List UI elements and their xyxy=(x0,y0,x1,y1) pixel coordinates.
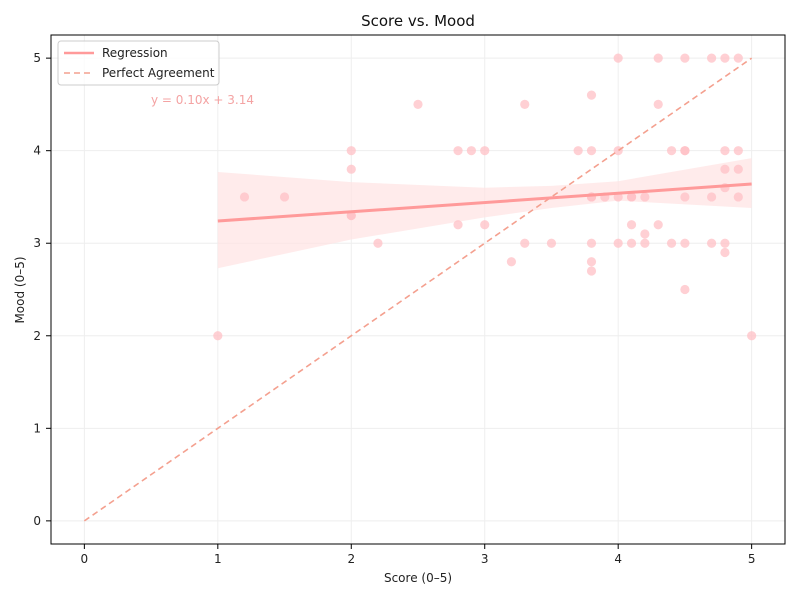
lines xyxy=(83,57,753,522)
confidence-band xyxy=(217,158,752,269)
data-point xyxy=(213,331,223,341)
data-point xyxy=(346,146,356,156)
y-tick-label: 2 xyxy=(33,329,41,343)
data-point xyxy=(707,238,717,248)
data-point xyxy=(546,238,557,248)
data-point xyxy=(613,53,623,63)
y-tick-label: 4 xyxy=(33,144,41,158)
data-point xyxy=(586,90,597,100)
data-point xyxy=(346,164,356,174)
perfect-agreement-line xyxy=(83,57,753,522)
x-tick-label: 3 xyxy=(481,552,489,566)
data-point xyxy=(680,284,690,295)
data-point xyxy=(239,192,250,202)
data-point xyxy=(640,238,650,248)
data-point xyxy=(279,192,290,202)
y-tick-label: 1 xyxy=(33,421,41,435)
legend-regression-label: Regression xyxy=(102,46,168,60)
x-tick-label: 0 xyxy=(81,552,89,566)
data-point xyxy=(453,220,463,230)
plot-frame xyxy=(50,34,786,545)
data-point xyxy=(733,53,743,63)
grid xyxy=(51,35,785,544)
data-point xyxy=(613,146,623,156)
confidence-band-area xyxy=(217,158,752,269)
data-point xyxy=(720,247,730,258)
data-point xyxy=(613,238,623,248)
data-point xyxy=(520,238,530,248)
y-tick-label: 0 xyxy=(33,514,41,528)
data-point xyxy=(586,238,597,248)
data-point xyxy=(640,229,650,239)
data-point xyxy=(466,146,476,156)
data-point xyxy=(680,192,690,202)
data-point xyxy=(626,192,637,202)
axis-ticks: 0 1 2 3 4 5 0 1 2 3 4 5 xyxy=(33,51,755,566)
regression-line xyxy=(217,182,752,223)
data-point xyxy=(733,164,743,174)
y-axis-label: Mood (0–5) xyxy=(13,256,27,323)
data-point xyxy=(653,53,663,63)
data-point xyxy=(653,99,663,110)
data-point xyxy=(747,331,757,341)
data-point xyxy=(480,146,490,156)
data-point xyxy=(653,220,663,230)
data-point xyxy=(720,146,730,156)
data-point xyxy=(573,146,583,156)
data-point xyxy=(520,99,530,110)
data-point xyxy=(720,238,730,248)
x-tick-label: 2 xyxy=(347,552,355,566)
data-point xyxy=(413,99,423,110)
data-point xyxy=(640,192,650,202)
data-point xyxy=(707,192,717,202)
legend-perfect-agreement-label: Perfect Agreement xyxy=(102,66,215,80)
data-point xyxy=(680,146,690,156)
x-axis-label: Score (0–5) xyxy=(384,571,452,585)
data-point xyxy=(506,257,517,267)
y-tick-label: 5 xyxy=(33,51,41,65)
x-tick-label: 4 xyxy=(614,552,622,566)
data-point xyxy=(720,164,730,174)
data-point xyxy=(373,238,383,248)
legend: Regression Perfect Agreement xyxy=(57,40,220,86)
data-point xyxy=(720,53,730,63)
data-point xyxy=(626,238,637,248)
data-point xyxy=(586,257,597,267)
regression-equation: y = 0.10x + 3.14 xyxy=(151,93,254,107)
data-point xyxy=(626,220,637,230)
y-tick-label: 3 xyxy=(33,236,41,250)
data-point xyxy=(733,192,743,202)
x-tick-label: 5 xyxy=(748,552,756,566)
data-point xyxy=(453,146,463,156)
x-tick-label: 1 xyxy=(214,552,222,566)
data-point xyxy=(680,238,690,248)
data-point xyxy=(480,220,490,230)
data-point xyxy=(707,53,717,63)
data-point xyxy=(666,238,677,248)
chart-title: Score vs. Mood xyxy=(361,12,475,30)
data-point xyxy=(666,146,677,156)
legend-box xyxy=(57,40,220,86)
data-point xyxy=(586,146,597,156)
data-point xyxy=(733,146,743,156)
data-point xyxy=(586,266,597,276)
data-point xyxy=(680,53,690,63)
